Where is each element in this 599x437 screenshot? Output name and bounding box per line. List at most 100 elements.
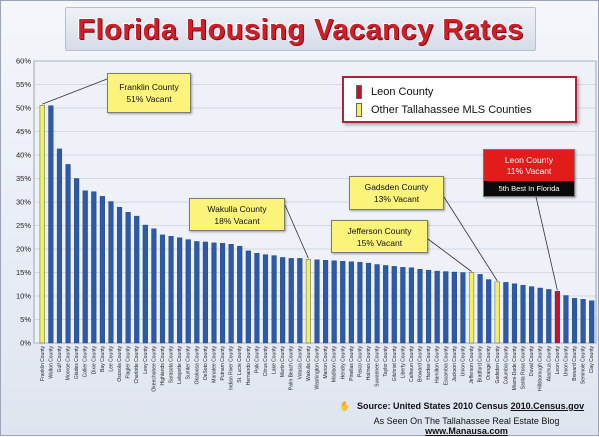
x-tick-label: Gadsden County <box>495 346 501 384</box>
x-tick-label: Collier County <box>83 346 89 378</box>
x-tick-label: Walton County <box>48 346 54 379</box>
title-banner: Florida Housing Vacancy Rates <box>65 7 536 51</box>
bar <box>486 279 492 344</box>
x-tick-label: Polk County <box>254 346 260 373</box>
legend: Leon County Other Tallahassee MLS Counti… <box>342 76 577 123</box>
callout-gadsden-value: 13% Vacant <box>373 194 420 204</box>
bar <box>297 258 303 344</box>
x-tick-label: Orange County <box>486 346 492 380</box>
x-tick-label: Putnam County <box>220 346 226 381</box>
bar <box>357 261 363 344</box>
callout-wakulla-name: Wakulla County <box>207 203 267 214</box>
x-tick-label: Franklin County <box>40 346 46 382</box>
y-tick-label: 45% <box>16 127 31 136</box>
x-tick-label: Holmes County <box>366 346 372 381</box>
bar <box>116 206 123 344</box>
bar <box>91 191 97 344</box>
y-tick-label: 25% <box>16 221 31 230</box>
bar <box>74 178 80 344</box>
bar <box>271 255 277 344</box>
bar <box>168 236 174 344</box>
callout-leader-line <box>535 196 558 291</box>
bar <box>563 295 569 344</box>
x-tick-label: Leon County <box>555 346 561 375</box>
bar <box>82 190 88 344</box>
blog-link[interactable]: www.Manausa.com <box>425 426 508 436</box>
bar <box>211 242 217 344</box>
x-tick-label: Washington County <box>315 346 321 390</box>
bar <box>537 287 543 344</box>
bar <box>503 282 509 344</box>
bar <box>348 261 354 344</box>
callout-leader-line <box>42 78 108 105</box>
legend-label-other: Other Tallahassee MLS Counties <box>371 104 532 116</box>
callout-wakulla-value: 18% Vacant <box>214 215 260 226</box>
x-tick-label: Jefferson County <box>469 346 475 384</box>
x-tick-label: Volusia County <box>297 346 303 380</box>
bar <box>434 270 440 344</box>
bar <box>305 259 311 344</box>
bar <box>99 196 105 344</box>
bar <box>580 299 586 344</box>
x-tick-label: Liberty County <box>400 346 406 379</box>
x-tick-label: Columbia County <box>503 346 509 385</box>
x-tick-label: St. Lucie County <box>237 346 243 383</box>
x-tick-label: Citrus County <box>263 346 269 377</box>
x-tick-label: Santa Rosa County <box>521 346 527 390</box>
callout-leon-name: Leon County <box>504 154 554 165</box>
source-link[interactable]: 2010.Census.gov <box>510 401 585 411</box>
x-tick-label: Osceola County <box>117 346 123 382</box>
callout-jefferson-value: 15% Vacant <box>356 237 403 248</box>
x-tick-label: Taylor County <box>383 346 389 377</box>
callout-franklin: Franklin County 51% Vacant <box>107 73 191 113</box>
bar <box>39 104 45 344</box>
source-line: ✋ Source: United States 2010 Census 2010.… <box>339 401 594 412</box>
x-tick-label: Flagler County <box>126 346 132 379</box>
bar <box>245 250 251 344</box>
bar <box>468 272 475 344</box>
callout-jefferson-name: Jefferson County <box>347 225 412 236</box>
x-tick-label: Pasco County <box>357 346 363 378</box>
callout-leon-rank: 5th Best In Florida <box>484 181 574 196</box>
x-tick-label: Palm Beach County <box>289 346 295 391</box>
bar <box>254 253 260 344</box>
x-tick-label: Highlands County <box>160 346 166 386</box>
y-tick-label: 40% <box>16 151 31 160</box>
bar <box>177 237 183 344</box>
x-tick-label: Madison County <box>332 346 338 383</box>
bar <box>65 164 71 344</box>
bar <box>134 215 140 344</box>
bar <box>477 274 483 344</box>
bar <box>125 212 131 344</box>
y-tick-label: 35% <box>16 174 31 183</box>
bar <box>237 245 243 344</box>
blog-line: As Seen On The Tallahassee Real Estate B… <box>339 416 594 436</box>
y-tick-label: 15% <box>16 268 31 277</box>
bar <box>331 260 337 344</box>
legend-swatch-other <box>356 103 362 117</box>
callout-leader-line <box>284 204 309 259</box>
x-tick-label: DeSoto County <box>203 346 209 380</box>
x-tick-label: Union County <box>563 346 569 377</box>
bar <box>280 257 286 344</box>
x-tick-label: Monroe County <box>66 346 72 381</box>
bar <box>426 269 432 344</box>
x-tick-label: Glades County <box>74 346 80 380</box>
x-tick-label: Escambia County <box>443 346 449 386</box>
bar <box>142 224 148 344</box>
source-icon: ✋ <box>339 401 351 411</box>
x-tick-label: Levy County <box>143 346 149 374</box>
x-tick-label: Manatee County <box>211 346 217 383</box>
x-tick-label: Seminole County <box>581 346 587 385</box>
x-tick-label: Martin County <box>280 346 286 378</box>
bar <box>443 271 449 344</box>
bar <box>151 228 157 344</box>
bar <box>340 261 346 344</box>
x-tick-label: Lake County <box>272 346 278 375</box>
bar <box>185 239 191 344</box>
x-tick-label: Lafayette County <box>177 346 183 384</box>
callout-leon-top: Leon County 11% Vacant <box>484 150 574 181</box>
x-tick-label: Gilchrist County <box>392 346 398 382</box>
x-tick-label: Marion County <box>323 346 329 379</box>
